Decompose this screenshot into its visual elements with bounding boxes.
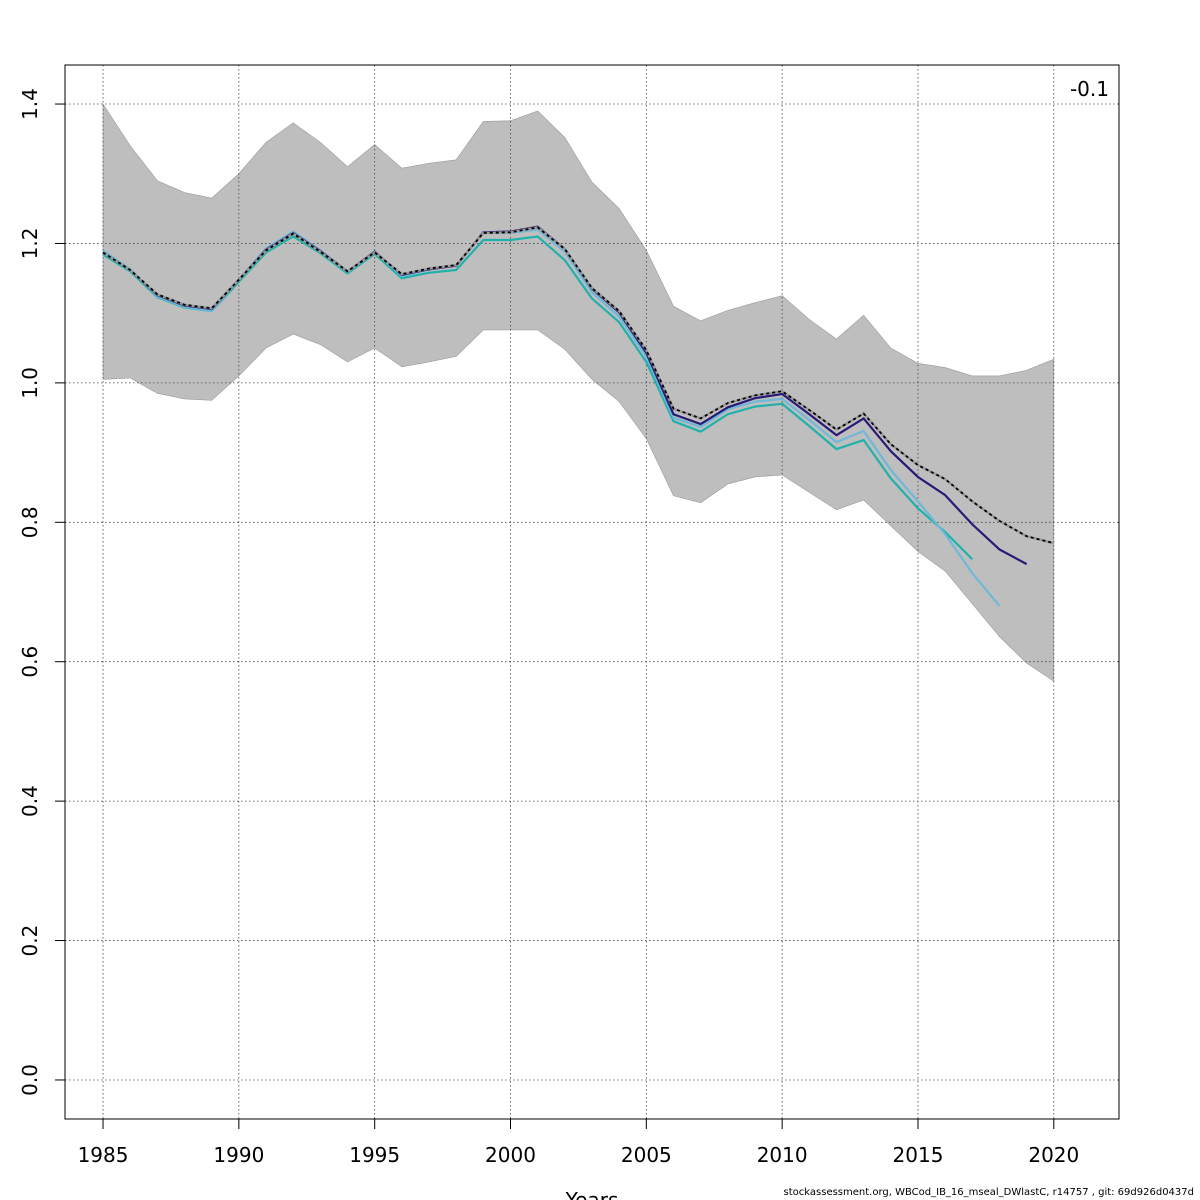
x-tick-label: 2015 — [893, 1143, 944, 1167]
x-tick-label: 2005 — [621, 1143, 672, 1167]
y-tick-label: 0.4 — [18, 785, 42, 817]
x-tick-label: 2010 — [757, 1143, 808, 1167]
series-layer — [102, 225, 1055, 607]
y-tick-label: 0.8 — [18, 506, 42, 538]
y-tick-label: 1.0 — [18, 367, 42, 399]
x-tick-label: 1985 — [78, 1143, 129, 1167]
y-tick-label: 1.4 — [18, 88, 42, 120]
x-tick-label: 2020 — [1028, 1143, 1079, 1167]
series-line-0-underlay — [102, 226, 1055, 545]
y-tick-label: 1.2 — [18, 228, 42, 260]
series-line-3 — [102, 235, 974, 561]
footer-credit: stockassessment.org, WBCod_IB_16_mseal_D… — [783, 1187, 1194, 1198]
x-axis-label: Years — [565, 1188, 619, 1200]
y-tick-label: 0.6 — [18, 646, 42, 678]
corner-label: -0.1 — [1070, 77, 1109, 101]
x-tick-label: 1995 — [349, 1143, 400, 1167]
plot-frame — [64, 64, 1120, 1120]
y-tick-label: 0.0 — [18, 1064, 42, 1096]
y-tick-label: 0.2 — [18, 925, 42, 957]
x-tick-label: 2000 — [485, 1143, 536, 1167]
x-tick-label: 1990 — [213, 1143, 264, 1167]
axis-layer: 1985 1990 1995 2000 2005 2010 2015 2020 0.0 0.2 0.… — [18, 88, 1079, 1167]
confidence-band — [102, 103, 1055, 682]
confidence-band-layer — [102, 103, 1055, 682]
